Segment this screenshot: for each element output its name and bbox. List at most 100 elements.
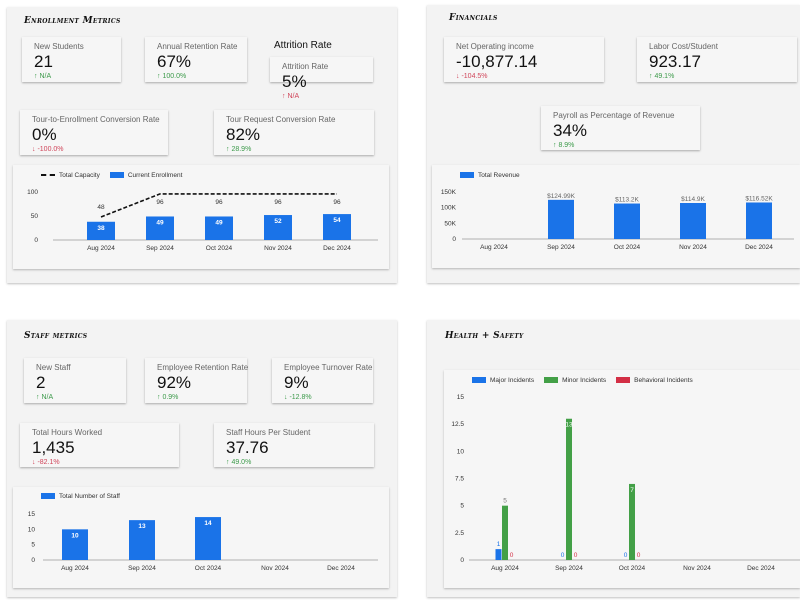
kpi-change: ↓ -12.8% [284,394,312,401]
kpi-new-students: New Students 21 ↑ N/A [22,37,121,82]
data-label: 13 [138,523,146,530]
kpi-change-value: N/A [41,394,54,401]
x-tick-label: Sep 2024 [146,245,174,252]
legend-item[interactable]: Minor Incidents [544,377,606,384]
y-tick-label: 0 [31,557,35,564]
y-tick-label: 15 [28,511,36,518]
kpi-label: New Staff [36,363,71,372]
kpi-new-staff: New Staff 2 ↑ N/A [24,358,126,403]
kpi-change-value: -82.1% [37,459,60,466]
chart-svg: 0 50K 100K 150K Aug 2024 Sep 2024 Oct 2024 Nov … [441,189,794,251]
kpi-change: ↓ -82.1% [32,459,60,466]
kpi-change: ↓ -100.0% [32,146,64,153]
x-tick-label: Oct 2024 [195,565,222,572]
arrow-up-icon: ↑ [36,394,40,401]
legend-item[interactable]: Current Enrollment [109,172,182,179]
bar [264,215,292,240]
x-tick-label: Dec 2024 [323,245,351,252]
data-label: 96 [274,199,282,206]
arrow-up-icon: ↑ [34,73,38,80]
x-tick-label: Dec 2024 [747,565,775,572]
kpi-change-value: N/A [287,93,300,100]
data-label: 13 [565,422,573,429]
data-label: 38 [97,225,105,232]
kpi-net-operating-income: Net Operating income -10,877.14 ↓ -104.5% [444,37,604,82]
capacity-line [100,193,337,218]
data-label: 0 [561,552,565,559]
kpi-label: Employee Retention Rate [157,363,249,372]
legend-item[interactable]: Total Number of Staff [41,493,120,500]
y-tick-label: 0 [452,236,456,243]
kpi-change-value: 8.9% [558,142,575,149]
kpi-tour-to-enrollment: Tour-to-Enrollment Conversion Rate 0% ↓ -1… [20,110,168,155]
legend-swatch [472,377,486,384]
y-tick-label: 15 [457,394,465,401]
arrow-down-icon: ↓ [284,394,288,401]
x-tick-label: Sep 2024 [128,565,156,572]
kpi-change: ↑ N/A [36,394,53,401]
kpi-total-hours-worked: Total Hours Worked 1,435 ↓ -82.1% [20,423,179,467]
kpi-value: 37.76 [226,438,269,457]
kpi-label: Tour-to-Enrollment Conversion Rate [32,115,160,124]
bar [195,517,221,560]
data-label: 14 [204,520,212,527]
legend-item[interactable]: Behavioral Incidents [616,377,693,384]
kpi-annual-retention: Annual Retention Rate 67% ↑ 100.0% [145,37,247,82]
legend-label: Total Revenue [478,172,520,179]
enrollment-chart: 0 50 100 Aug 2024 Sep 2024 Oct 2024 Nov 2024 De… [13,165,389,269]
kpi-change-value: 49.0% [231,459,252,466]
legend-item[interactable]: Total Capacity [41,172,100,179]
y-tick-label: 10 [457,448,465,455]
y-tick-label: 10 [28,526,36,533]
kpi-change-value: 100.0% [162,73,187,80]
y-tick-label: 7.5 [455,476,464,483]
bar [566,418,572,560]
bar [87,221,115,240]
kpi-attrition-rate: Attrition Rate 5% ↑ N/A [270,57,373,100]
arrow-up-icon: ↑ [282,93,286,100]
kpi-labor-cost-per-student: Labor Cost/Student 923.17 ↑ 49.1% [637,37,797,82]
kpi-change-value: 0.9% [162,394,179,401]
kpi-label: Net Operating income [456,42,534,51]
y-tick-label: 5 [31,542,35,549]
bar [129,520,155,560]
kpi-value: 2 [36,373,46,392]
kpi-value: 923.17 [649,52,701,71]
kpi-change: ↑ 28.9% [226,146,251,153]
data-label: $124.99K [547,193,575,200]
kpi-change: ↑ N/A [282,93,299,100]
x-tick-label: Nov 2024 [261,565,289,572]
kpi-value: -10,877.14 [456,52,538,71]
arrow-down-icon: ↓ [456,73,460,80]
data-label: 52 [274,218,282,225]
bar [502,505,508,560]
staff-chart: 0 5 10 15 Aug 2024 Sep 2024 Oct 2024 Nov 2024 De… [13,487,389,588]
x-tick-label: Dec 2024 [745,244,773,251]
legend-swatch [616,377,631,384]
kpi-change: ↑ 0.9% [157,394,178,401]
kpi-value: 92% [157,373,192,392]
legend-label: Behavioral Incidents [634,377,693,384]
arrow-down-icon: ↓ [32,459,36,466]
kpi-value: 82% [226,125,261,144]
data-label: 0 [637,552,641,559]
data-label: 96 [215,199,223,206]
kpi-value: 9% [284,373,309,392]
kpi-employee-turnover: Employee Turnover Rate 9% ↓ -12.8% [272,358,373,403]
legend-item[interactable]: Major Incidents [472,377,534,384]
data-label: 7 [630,487,634,494]
data-label: 0 [574,552,578,559]
chart-legend: Total Capacity Current Enrollment [41,172,182,179]
kpi-change: ↓ -104.5% [456,73,488,80]
kpi-label: Payroll as Percentage of Revenue [553,111,675,120]
legend-swatch [109,172,124,179]
kpi-change: ↑ 8.9% [553,142,574,149]
y-tick-label: 50K [444,220,456,227]
kpi-value: 1,435 [32,438,75,457]
chart-svg: 0 5 10 15 Aug 2024 Sep 2024 Oct 2024 Nov 2024 De… [28,511,378,572]
legend-item[interactable]: Total Revenue [460,172,520,179]
y-tick-label: 150K [441,189,457,196]
kpi-change-value: 49.1% [654,73,675,80]
kpi-label: Attrition Rate [282,62,329,71]
x-tick-label: Nov 2024 [679,244,707,251]
